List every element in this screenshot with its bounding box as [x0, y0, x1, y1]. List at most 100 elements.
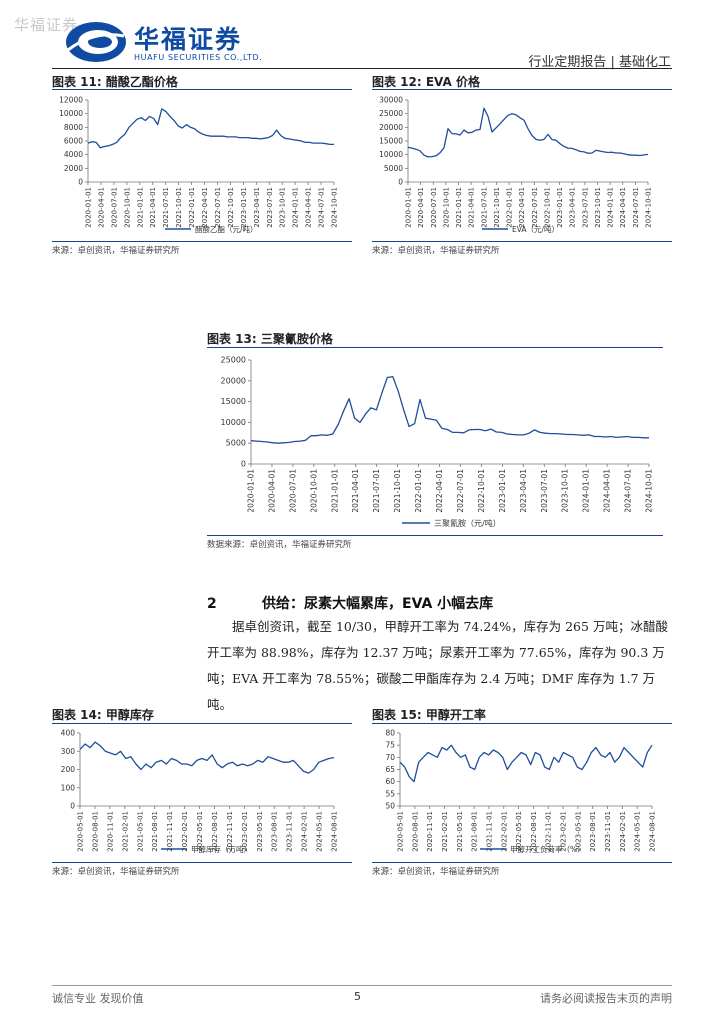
fig11-chart: 0 2000 4000 6000 8000 10000 12000 2020-01-01 202… [59, 96, 339, 235]
fig12-y-tick-label: 5000 [384, 164, 403, 173]
fig15-x-tick-label: 2022-05-01 [515, 811, 523, 852]
section-number: 2 [207, 596, 217, 612]
fig15-x-tick-label: 2021-02-01 [441, 811, 449, 852]
fig11-x-tick-label: 2024-07-01 [318, 187, 326, 228]
fig14-legend-label: 甲醇库存（万吨） [191, 844, 251, 854]
fig15-x-tick-label: 2023-08-01 [589, 811, 597, 852]
fig12-x-tick-label: 2024-04-01 [619, 187, 627, 228]
fig15-top-rule [372, 723, 672, 725]
fig14-bottom-rule [52, 862, 352, 863]
fig13-x-tick-label: 2024-01-01 [582, 469, 591, 513]
header-divider [52, 68, 672, 69]
fig14-x-tick-label: 2020-08-01 [91, 811, 99, 852]
fig12-y-tick-label: 25000 [379, 109, 403, 118]
fig11-x-tick-label: 2024-04-01 [305, 187, 313, 228]
fig12-top-rule [372, 89, 672, 91]
page-number: 5 [354, 990, 361, 1003]
fig13-y-tick-label: 0 [241, 460, 246, 469]
fig13-y-tick-label: 10000 [221, 418, 246, 427]
fig11-x-tick-label: 2020-04-01 [97, 187, 105, 228]
fig14-x-tick-label: 2020-11-01 [106, 811, 114, 852]
fig11-x-tick-label: 2021-10-01 [175, 187, 183, 228]
fig14-chart: 0 100 200 300 400 2020-05-01 2020-08-01 2020-11… [61, 729, 339, 855]
fig12-bottom-rule [372, 241, 672, 242]
fig15-x-tick-label: 2020-11-01 [426, 811, 434, 852]
fig15-x-tick-label: 2021-05-01 [456, 811, 464, 852]
fig11-y-tick-label: 10000 [59, 109, 83, 118]
fig12-x-tick-label: 2020-10-01 [442, 187, 450, 228]
fig13-y-tick-label: 25000 [221, 356, 246, 365]
fig11-y-tick-label: 8000 [64, 123, 83, 132]
fig11-series-line [87, 108, 334, 149]
fig13-y-tick-label: 20000 [221, 376, 246, 385]
fig11-x-tick-label: 2024-10-01 [331, 187, 339, 228]
fig11-x-tick-label: 2023-07-01 [266, 187, 274, 228]
fig14-y-tick-label: 400 [61, 729, 76, 738]
fig15-x-tick-label: 2020-08-01 [411, 811, 419, 852]
fig14-x-tick-label: 2023-08-01 [271, 811, 279, 852]
fig13-x-tick-label: 2020-07-01 [288, 469, 297, 513]
fig14-x-tick-label: 2021-11-01 [166, 811, 174, 852]
fig11-x-tick-label: 2020-10-01 [123, 187, 131, 228]
fig15-chart: 50 55 60 65 70 75 80 2020-05-01 2020-08-01 2020-1… [385, 729, 657, 855]
footer-slogan: 诚信专业 发现价值 [52, 992, 144, 1005]
fig15-y-tick-label: 50 [385, 802, 395, 811]
fig12-x-tick-label: 2023-01-01 [556, 187, 564, 228]
fig12-chart: 0 5000 10000 15000 20000 25000 30000 2020-01-01… [379, 96, 652, 235]
fig15-x-tick-label: 2021-08-01 [471, 811, 479, 852]
fig14-x-tick-label: 2023-11-01 [286, 811, 294, 852]
fig12-y-tick-label: 15000 [379, 137, 403, 146]
fig11-x-tick-label: 2023-01-01 [240, 187, 248, 228]
fig15-y-tick-label: 70 [385, 753, 395, 762]
fig14-source: 来源：卓创资讯，华福证券研究所 [52, 867, 180, 877]
fig11-x-tick-label: 2022-04-01 [201, 187, 209, 228]
fig13-y-tick-label: 15000 [221, 397, 246, 406]
fig13-x-tick-label: 2021-04-01 [351, 469, 360, 513]
fig13-x-tick-label: 2022-10-01 [477, 469, 486, 513]
fig13-x-tick-label: 2021-01-01 [330, 469, 339, 513]
fig15-x-tick-label: 2023-11-01 [604, 811, 612, 852]
fig12-title: 图表 12: EVA 价格 [372, 75, 480, 89]
fig15-x-tick-label: 2020-05-01 [397, 811, 405, 852]
fig13-x-tick-label: 2023-07-01 [540, 469, 549, 513]
fig13-x-tick-label: 2024-10-01 [645, 469, 654, 513]
fig13-bottom-rule [207, 535, 663, 536]
fig11-x-tick-label: 2021-01-01 [136, 187, 144, 228]
fig14-y-tick-label: 300 [61, 747, 76, 756]
fig13-x-tick-label: 2022-04-01 [435, 469, 444, 513]
fig15-source: 来源：卓创资讯，华福证券研究所 [372, 867, 500, 877]
fig13-series-line [250, 375, 649, 444]
fig15-title: 图表 15: 甲醇开工率 [372, 708, 486, 722]
fig14-x-tick-label: 2022-11-01 [226, 811, 234, 852]
fig15-x-tick-label: 2022-02-01 [500, 811, 508, 852]
footer-divider [52, 985, 672, 986]
fig11-x-tick-label: 2020-01-01 [85, 187, 93, 228]
fig15-x-tick-label: 2024-08-01 [649, 811, 657, 852]
fig11-x-tick-label: 2022-01-01 [188, 187, 196, 228]
fig12-x-tick-label: 2020-01-01 [405, 187, 413, 228]
fig12-x-tick-label: 2021-04-01 [468, 187, 476, 228]
fig14-x-tick-label: 2024-08-01 [331, 811, 339, 852]
fig12-x-tick-label: 2020-07-01 [430, 187, 438, 228]
fig11-y-tick-label: 2000 [64, 164, 83, 173]
fig13-top-rule [207, 347, 663, 349]
fig15-y-tick-label: 60 [385, 777, 395, 786]
fig12-x-tick-label: 2022-01-01 [506, 187, 514, 228]
fig14-x-tick-label: 2024-02-01 [301, 811, 309, 852]
fig13-x-tick-label: 2022-07-01 [456, 469, 465, 513]
fig15-x-tick-label: 2023-02-01 [560, 811, 568, 852]
brand-name-cn: 华福证券 [134, 25, 243, 54]
fig15-y-tick-label: 75 [385, 741, 395, 750]
fig11-x-tick-label: 2024-01-01 [292, 187, 300, 228]
fig15-legend-label: 甲醇开工负荷率（%） [510, 844, 585, 854]
fig11-y-tick-label: 6000 [64, 137, 83, 146]
fig11-y-tick-label: 12000 [59, 96, 83, 105]
fig14-y-tick-label: 100 [61, 783, 76, 792]
fig12-y-tick-label: 10000 [379, 150, 403, 159]
fig13-x-tick-label: 2024-07-01 [624, 469, 633, 513]
report-type: 行业定期报告 | 基础化工 [528, 55, 671, 70]
fig12-y-tick-label: 30000 [379, 96, 403, 105]
fig15-y-tick-label: 65 [385, 765, 395, 774]
fig14-x-tick-label: 2021-02-01 [121, 811, 129, 852]
fig14-x-tick-label: 2022-02-01 [181, 811, 189, 852]
